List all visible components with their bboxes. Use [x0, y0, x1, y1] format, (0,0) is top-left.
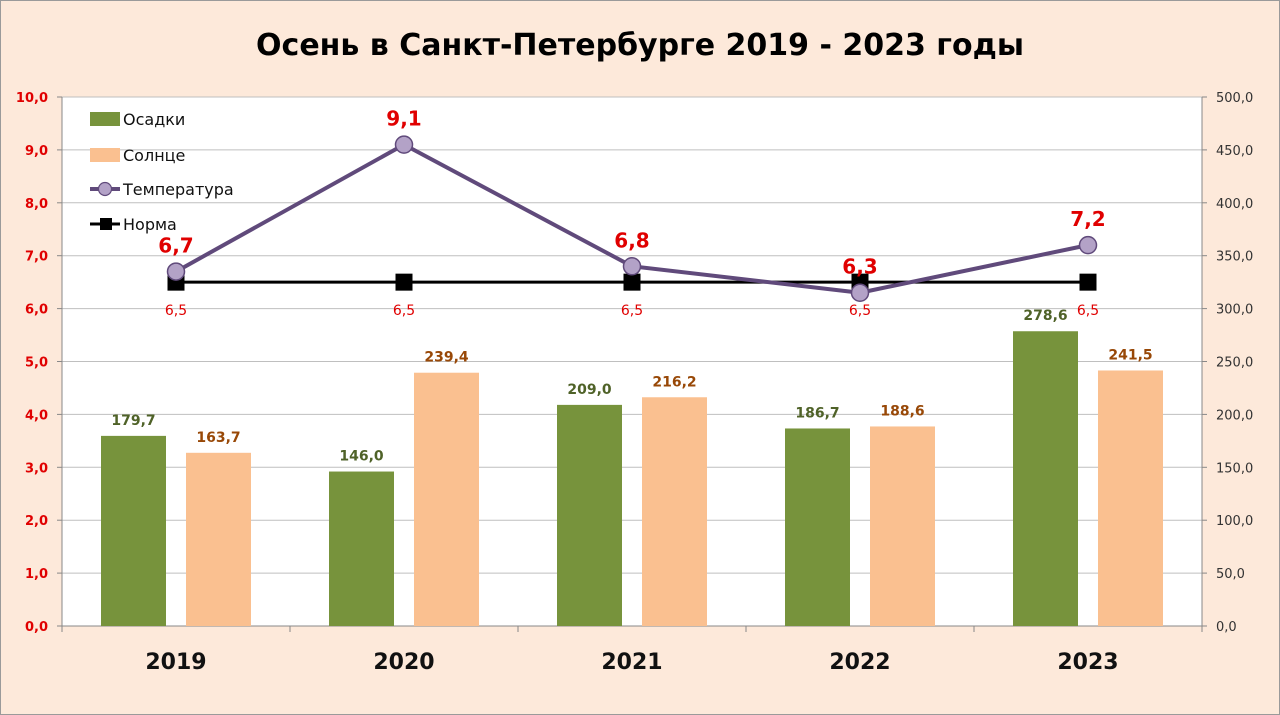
y-left-tick-label: 3,0	[25, 461, 48, 476]
bar-solnce	[870, 426, 935, 626]
bar-solnce	[186, 452, 251, 626]
y-right-tick-label: 0,0	[1216, 620, 1237, 635]
y-right-tick-label: 350,0	[1216, 250, 1253, 265]
y-left-tick-label: 7,0	[25, 250, 48, 265]
norma-data-label: 6,5	[393, 303, 415, 319]
bar-data-label: 278,6	[1023, 308, 1067, 324]
y-left-tick-label: 5,0	[25, 356, 48, 371]
legend-label: Осадки	[123, 110, 185, 129]
temperature-marker	[394, 135, 414, 154]
y-right-tick-label: 500,0	[1216, 91, 1253, 106]
temperature-marker	[1078, 235, 1098, 255]
x-tick-label: 2022	[829, 650, 890, 675]
y-right-tick-label: 100,0	[1216, 514, 1253, 529]
bar-data-label: 188,6	[880, 403, 924, 419]
temperature-data-label: 9,1	[386, 107, 421, 131]
bar-data-label: 216,2	[652, 374, 696, 390]
norma-marker	[395, 273, 413, 291]
y-left-tick-label: 4,0	[25, 408, 48, 423]
temperature-marker	[166, 262, 186, 281]
x-tick-label: 2021	[601, 650, 662, 675]
bar-solnce	[1098, 370, 1163, 626]
bar-data-label: 146,0	[339, 449, 384, 465]
y-left-tick-label: 8,0	[25, 197, 48, 212]
temperature-marker	[850, 283, 870, 302]
bar-osadki	[557, 404, 622, 626]
bar-data-label: 163,7	[196, 430, 240, 446]
bar-osadki	[1013, 331, 1078, 626]
bar-data-label: 241,5	[1108, 347, 1152, 363]
temperature-data-label: 6,3	[842, 255, 877, 279]
norma-data-label: 6,5	[621, 303, 643, 319]
bar-solnce	[642, 397, 707, 626]
legend-label: Температура	[122, 180, 234, 199]
temperature-data-label: 6,7	[158, 234, 193, 258]
y-right-tick-label: 450,0	[1216, 144, 1253, 159]
x-tick-label: 2020	[373, 650, 434, 675]
y-right-tick-label: 300,0	[1216, 303, 1253, 318]
y-right-tick-label: 200,0	[1216, 408, 1253, 423]
y-left-tick-label: 1,0	[25, 567, 48, 582]
chart-title: Осень в Санкт-Петербурге 2019 - 2023 год…	[256, 28, 1024, 63]
bar-data-label: 239,4	[424, 350, 469, 366]
bar-osadki	[101, 435, 166, 626]
y-right-tick-label: 150,0	[1216, 461, 1253, 476]
norma-data-label: 6,5	[1077, 303, 1099, 319]
y-right-tick-label: 50,0	[1216, 567, 1245, 582]
bar-osadki	[785, 428, 850, 626]
temperature-data-label: 6,8	[614, 228, 649, 252]
legend-marker	[100, 218, 112, 230]
temperature-marker	[622, 257, 642, 276]
y-left-tick-label: 10,0	[16, 91, 48, 106]
bar-data-label: 209,0	[567, 382, 612, 398]
norma-data-label: 6,5	[165, 303, 187, 319]
bar-osadki	[329, 471, 394, 626]
bar-data-label: 179,7	[111, 413, 155, 429]
x-tick-label: 2023	[1057, 650, 1118, 675]
y-right-tick-label: 400,0	[1216, 197, 1253, 212]
norma-marker	[1079, 273, 1097, 291]
y-right-tick-label: 250,0	[1216, 356, 1253, 371]
y-left-tick-label: 2,0	[25, 514, 48, 529]
legend-label: Норма	[123, 215, 177, 234]
y-left-tick-label: 0,0	[25, 620, 48, 635]
bar-data-label: 186,7	[795, 405, 839, 421]
temperature-data-label: 7,2	[1070, 207, 1105, 231]
y-left-tick-label: 6,0	[25, 303, 48, 318]
legend-swatch	[90, 148, 120, 162]
norma-marker	[623, 273, 641, 291]
legend-label: Солнце	[123, 146, 185, 165]
bar-solnce	[414, 372, 479, 626]
legend-swatch	[90, 112, 120, 126]
x-tick-label: 2019	[145, 650, 206, 675]
norma-data-label: 6,5	[849, 303, 871, 319]
legend-marker	[97, 181, 113, 197]
y-left-tick-label: 9,0	[25, 144, 48, 159]
